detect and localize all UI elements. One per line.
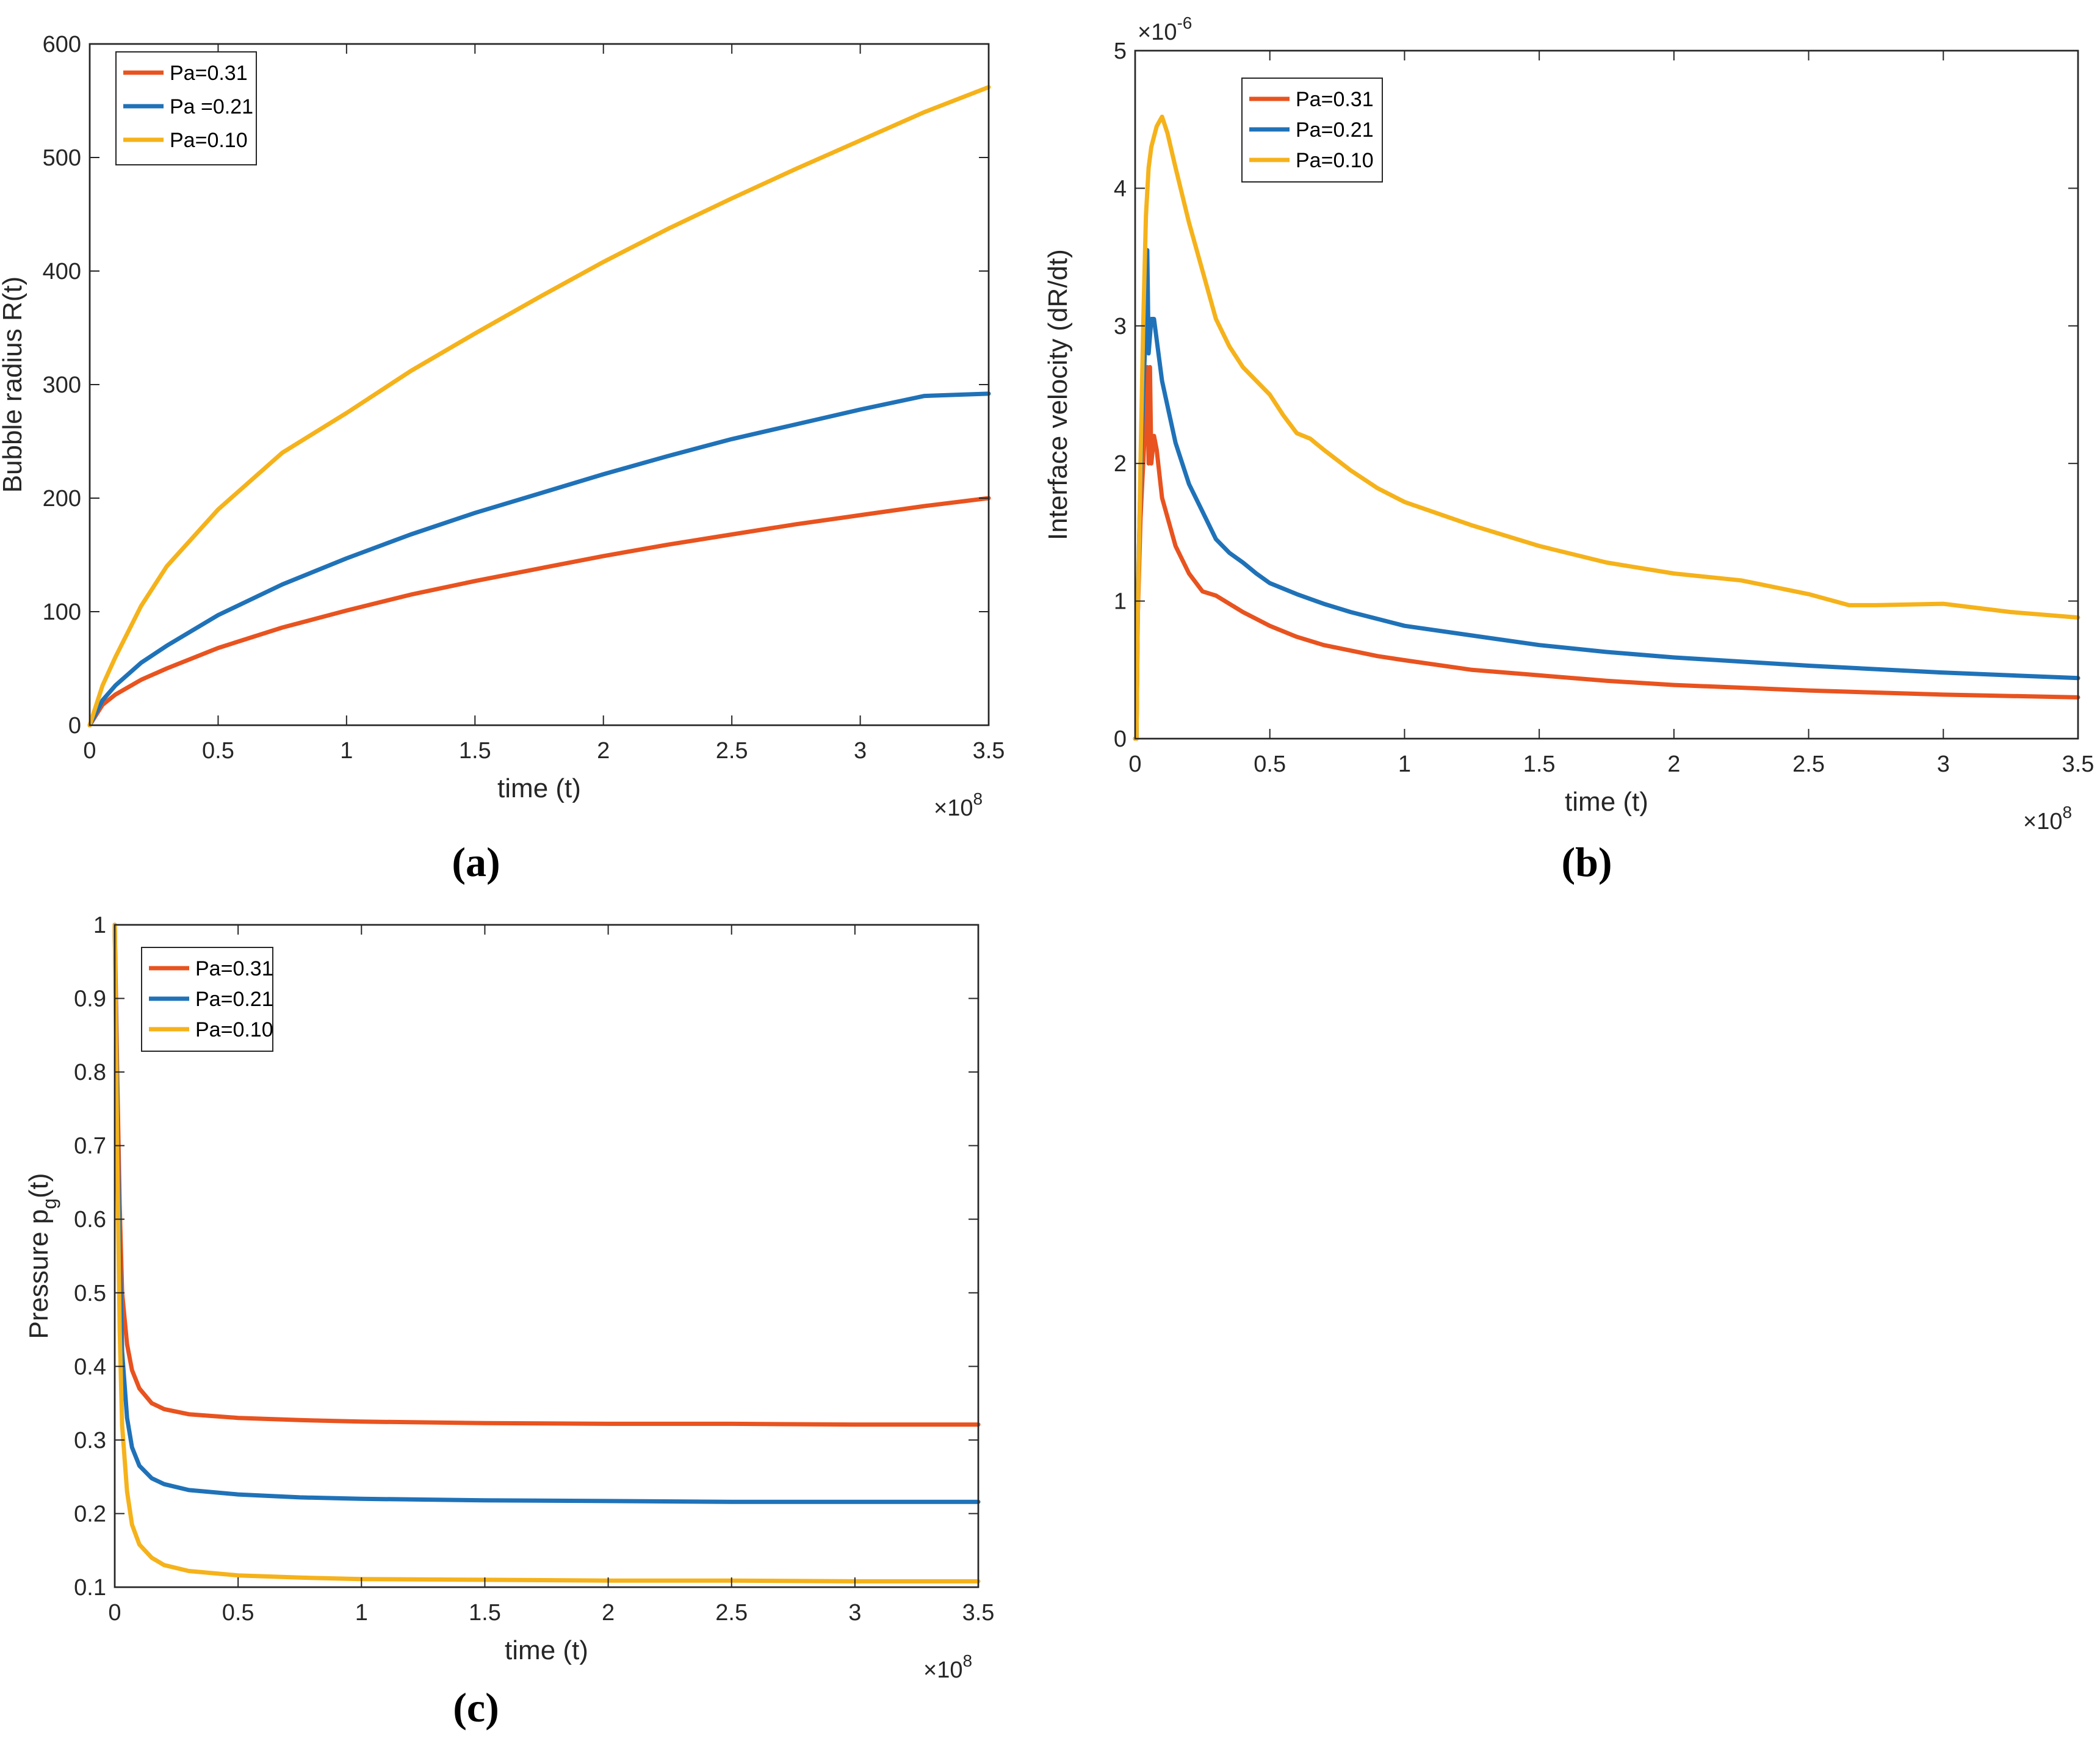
y-tick-label: 0 [1114,726,1127,752]
y-axis-title-main: Pressure p [24,1209,54,1339]
x-tick-label: 3.5 [2062,751,2095,777]
y-axis-title-main: Bubble radius R(t) [0,277,27,493]
x-tick-label: 3.5 [973,738,1005,764]
series-line-0 [87,496,991,728]
legend-label-1: Pa =0.21 [170,95,253,118]
legend-label-0: Pa=0.31 [195,957,273,980]
series-line-0 [1133,364,2080,741]
series-line-1 [87,391,991,728]
series-line-1 [1133,248,2080,741]
y-tick-label: 0.6 [74,1207,106,1233]
legend-label-2: Pa=0.10 [1296,149,1374,172]
plot-frame [1134,49,2079,740]
series-line-2 [87,85,991,728]
x-tick-label: 3 [848,1600,861,1626]
y-tick-label: 0.5 [74,1281,106,1306]
x-tick-label: 1 [340,738,353,764]
y-tick-label: 2 [1114,451,1127,477]
y-axis-title-sub: g [38,1198,60,1209]
x-tick-label: 1.5 [469,1600,501,1626]
x-tick-label: 1.5 [459,738,491,764]
panel-label: (a) [452,839,500,885]
x-multiplier-base: ×10 [934,795,973,821]
x-tick-label: 3 [854,738,867,764]
x-multiplier-base: ×10 [2023,809,2062,834]
y-multiplier-exp: -6 [1177,13,1192,32]
y-tick-label: 1 [1114,589,1127,615]
y-tick-label: 3 [1114,314,1127,339]
x-tick-label: 3 [1937,751,1950,777]
y-axis-title-suffix: (t) [24,1173,54,1198]
x-tick-label: 2 [602,1600,615,1626]
x-multiplier-exp: 8 [973,789,983,808]
legend: Pa=0.31 Pa =0.21 Pa=0.10 [115,51,257,165]
x-tick-label: 0 [1128,751,1141,777]
y-tick-label: 0.1 [74,1575,106,1601]
panel-label: (c) [453,1684,499,1731]
x-multiplier-base: ×10 [923,1657,962,1683]
y-tick-label: 0.7 [74,1134,106,1159]
y-tick-label: 0.3 [74,1428,106,1453]
x-multiplier: ×108 [923,1651,972,1683]
x-tick-label: 1.5 [1523,751,1556,777]
x-tick-label: 0.5 [202,738,234,764]
x-axis-title: time (t) [497,773,581,803]
x-tick-label: 2.5 [1792,751,1825,777]
x-tick-label: 1 [1398,751,1411,777]
x-tick-label: 2 [597,738,610,764]
x-tick-label: 0.5 [222,1600,254,1626]
y-tick-label: 200 [43,486,81,512]
y-tick-label: 0.8 [74,1060,106,1085]
y-axis-title: Pressure pg(t) [24,1173,60,1339]
x-multiplier-exp: 8 [2062,803,2072,822]
y-tick-label: 4 [1114,176,1127,201]
y-tick-label: 100 [43,599,81,625]
y-tick-label: 0.4 [74,1354,106,1380]
x-tick-label: 1 [355,1600,368,1626]
y-tick-label: 1 [93,913,106,938]
x-multiplier-exp: 8 [962,1651,972,1670]
legend: Pa=0.31 Pa=0.21 Pa=0.10 [1241,78,1383,183]
plot-frame [114,924,980,1588]
y-multiplier: ×10-6 [1138,13,1192,45]
legend-label-0: Pa=0.31 [1296,88,1374,111]
x-tick-label: 2 [1667,751,1680,777]
y-tick-label: 0 [68,713,81,739]
y-tick-label: 300 [43,372,81,398]
panel-label: (b) [1561,839,1612,885]
x-tick-label: 0.5 [1254,751,1286,777]
x-tick-label: 0 [108,1600,121,1626]
series-line-2 [112,922,981,1584]
y-tick-label: 500 [43,145,81,171]
chart-a: 0 0.5 1 1.5 2 2.5 3 3.5 0 100 200 300 400 500 600 time … [0,32,1005,885]
x-multiplier: ×108 [934,789,983,821]
y-axis-title: Bubble radius R(t) [0,277,27,493]
y-tick-label: 400 [43,259,81,284]
legend-box [141,947,273,1052]
y-tick-label: 0.2 [74,1501,106,1527]
legend-label-2: Pa=0.10 [195,1018,273,1041]
legend-label-1: Pa=0.21 [1296,118,1374,142]
y-tick-label: 0.9 [74,986,106,1012]
chart-c: 0 0.5 1 1.5 2 2.5 3 3.5 0.1 0.2 0.3 0.4 0.5 0.6 0.7 0.8… [24,913,994,1731]
legend-label-0: Pa=0.31 [170,62,248,85]
y-multiplier-base: ×10 [1138,20,1177,45]
x-axis-title: time (t) [1565,787,1648,817]
legend-label-1: Pa=0.21 [195,988,273,1011]
x-tick-label: 3.5 [962,1600,995,1626]
x-tick-label: 2.5 [715,1600,748,1626]
x-tick-label: 0 [83,738,96,764]
y-tick-label: 5 [1114,38,1127,64]
legend: Pa=0.31 Pa=0.21 Pa=0.10 [141,947,273,1052]
legend-label-2: Pa=0.10 [170,129,248,152]
y-tick-label: 600 [43,32,81,57]
x-axis-title: time (t) [505,1635,588,1665]
x-tick-label: 2.5 [716,738,748,764]
series-line-2 [1133,114,2080,741]
y-axis-title: Interface velocity (dR/dt) [1043,249,1073,540]
x-multiplier: ×108 [2023,803,2072,834]
y-axis-title-main: Interface velocity (dR/dt) [1043,249,1073,540]
